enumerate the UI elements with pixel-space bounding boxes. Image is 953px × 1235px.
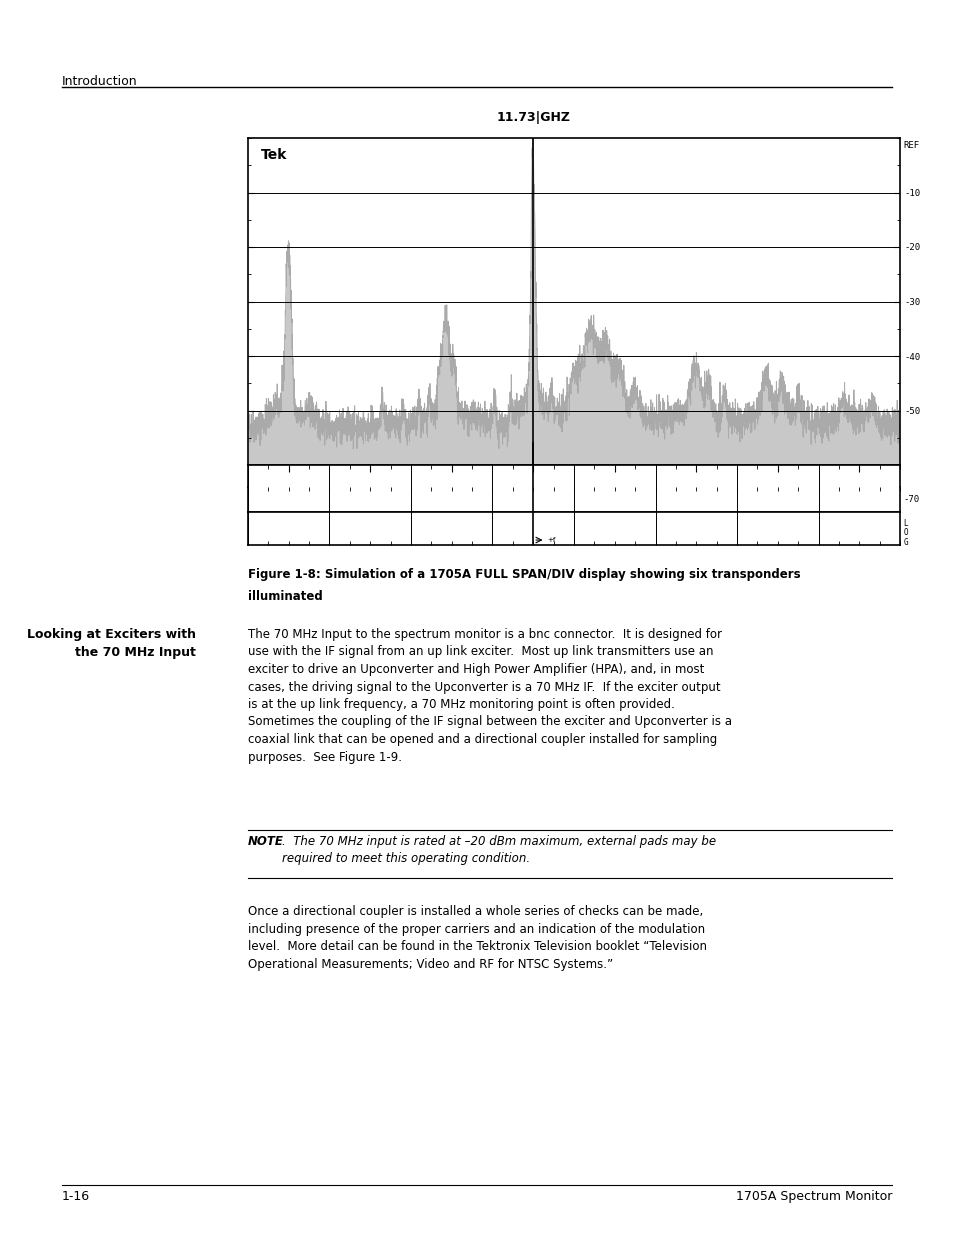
Text: .  The 70 MHz input is rated at –20 dBm maximum, external pads may be
required t: . The 70 MHz input is rated at –20 dBm m… bbox=[282, 835, 716, 866]
Text: Tek: Tek bbox=[261, 148, 287, 162]
Text: Looking at Exciters with
the 70 MHz Input: Looking at Exciters with the 70 MHz Inpu… bbox=[27, 629, 195, 659]
Text: NOTE: NOTE bbox=[248, 835, 284, 848]
Text: REF: REF bbox=[902, 141, 919, 151]
Text: illuminated: illuminated bbox=[248, 590, 322, 603]
Text: Introduction: Introduction bbox=[62, 75, 137, 88]
Text: 1-16: 1-16 bbox=[62, 1191, 90, 1203]
Text: The 70 MHz Input to the spectrum monitor is a bnc connector.  It is designed for: The 70 MHz Input to the spectrum monitor… bbox=[248, 629, 731, 763]
Text: L
O
G: L O G bbox=[902, 519, 907, 547]
Text: Figure 1-8: Simulation of a 1705A FULL SPAN/DIV display showing six transponders: Figure 1-8: Simulation of a 1705A FULL S… bbox=[248, 568, 800, 580]
Text: -70: -70 bbox=[902, 495, 919, 504]
Text: Once a directional coupler is installed a whole series of checks can be made,
in: Once a directional coupler is installed … bbox=[248, 905, 706, 971]
Text: 1705A Spectrum Monitor: 1705A Spectrum Monitor bbox=[735, 1191, 891, 1203]
Text: 11.73|GHZ: 11.73|GHZ bbox=[496, 111, 570, 125]
Text: +f: +f bbox=[547, 537, 556, 543]
